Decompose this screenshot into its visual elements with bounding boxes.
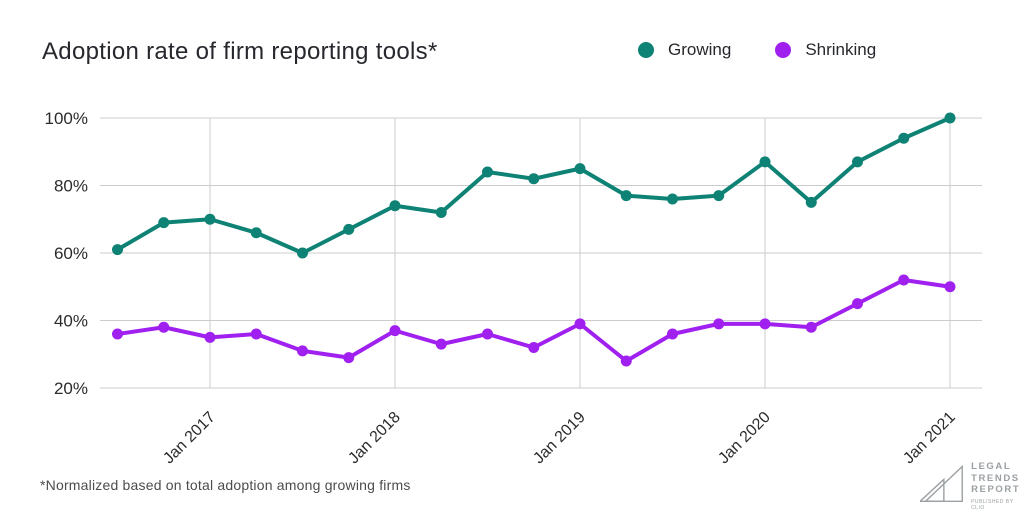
- data-point-shrinking: [574, 318, 586, 330]
- data-point-shrinking: [759, 318, 771, 330]
- legend-dot-growing-icon: [638, 42, 654, 58]
- data-point-growing: [204, 213, 216, 225]
- x-tick-label: Jan 2021: [900, 409, 959, 468]
- y-tick-label: 80%: [54, 177, 88, 196]
- data-point-shrinking: [528, 342, 540, 353]
- legend-dot-shrinking-icon: [775, 42, 792, 58]
- footnote: *Normalized based on total adoption amon…: [40, 477, 411, 493]
- data-point-growing: [944, 112, 956, 124]
- data-point-growing: [297, 247, 308, 259]
- logo-triangles-icon: [920, 464, 963, 503]
- logo-tagline: PUBLISHED BY CLIO: [971, 498, 1014, 511]
- data-point-growing: [343, 223, 355, 235]
- legend-label-shrinking: Shrinking: [805, 40, 877, 59]
- data-point-shrinking: [250, 328, 262, 340]
- data-point-shrinking: [435, 338, 447, 350]
- data-point-shrinking: [944, 281, 956, 293]
- data-point-growing: [574, 163, 586, 175]
- data-point-growing: [528, 173, 540, 185]
- data-point-shrinking: [204, 331, 216, 343]
- data-point-shrinking: [297, 345, 308, 357]
- logo-line-report: REPORT: [971, 484, 1021, 495]
- data-point-growing: [759, 156, 771, 168]
- logo-line-legal: LEGAL: [971, 461, 1012, 472]
- data-point-growing: [852, 156, 863, 168]
- chart-title: Adoption rate of firm reporting tools*: [42, 38, 438, 65]
- data-point-shrinking: [667, 328, 678, 340]
- data-point-growing: [805, 196, 817, 208]
- data-point-shrinking: [158, 321, 170, 333]
- data-point-shrinking: [389, 325, 401, 337]
- data-point-growing: [667, 193, 678, 205]
- logo-text: LEGAL TRENDS REPORT PUBLISHED BY CLIO: [971, 461, 1024, 511]
- data-point-shrinking: [898, 274, 910, 286]
- data-point-growing: [435, 207, 447, 218]
- data-point-growing: [898, 132, 910, 144]
- data-point-growing: [250, 227, 262, 239]
- legend-item-growing[interactable]: Growing: [638, 40, 731, 60]
- data-point-growing: [713, 190, 725, 202]
- x-tick-label: Jan 2017: [160, 409, 219, 468]
- data-point-shrinking: [620, 355, 632, 367]
- legend-label-growing: Growing: [668, 40, 732, 59]
- legend-item-shrinking[interactable]: Shrinking: [775, 40, 876, 60]
- data-point-shrinking: [112, 328, 123, 340]
- y-tick-label: 20%: [54, 379, 88, 398]
- data-point-shrinking: [852, 298, 863, 310]
- data-point-shrinking: [343, 352, 355, 364]
- y-tick-label: 60%: [54, 244, 88, 263]
- x-tick-label: Jan 2018: [345, 409, 404, 468]
- data-point-growing: [112, 244, 123, 256]
- data-point-shrinking: [713, 318, 725, 330]
- data-point-growing: [389, 200, 401, 212]
- x-tick-label: Jan 2019: [530, 409, 589, 468]
- data-point-shrinking: [482, 328, 493, 340]
- legal-trends-report-logo: LEGAL TRENDS REPORT PUBLISHED BY CLIO: [920, 461, 1024, 511]
- data-point-growing: [620, 190, 632, 202]
- x-tick-label: Jan 2020: [715, 409, 774, 468]
- data-point-growing: [158, 217, 170, 229]
- data-point-shrinking: [805, 321, 817, 333]
- legend: Growing Shrinking: [638, 40, 876, 60]
- data-point-growing: [482, 166, 493, 178]
- y-tick-label: 100%: [45, 109, 88, 128]
- y-tick-label: 40%: [54, 312, 88, 331]
- logo-line-trends: TRENDS: [971, 472, 1020, 484]
